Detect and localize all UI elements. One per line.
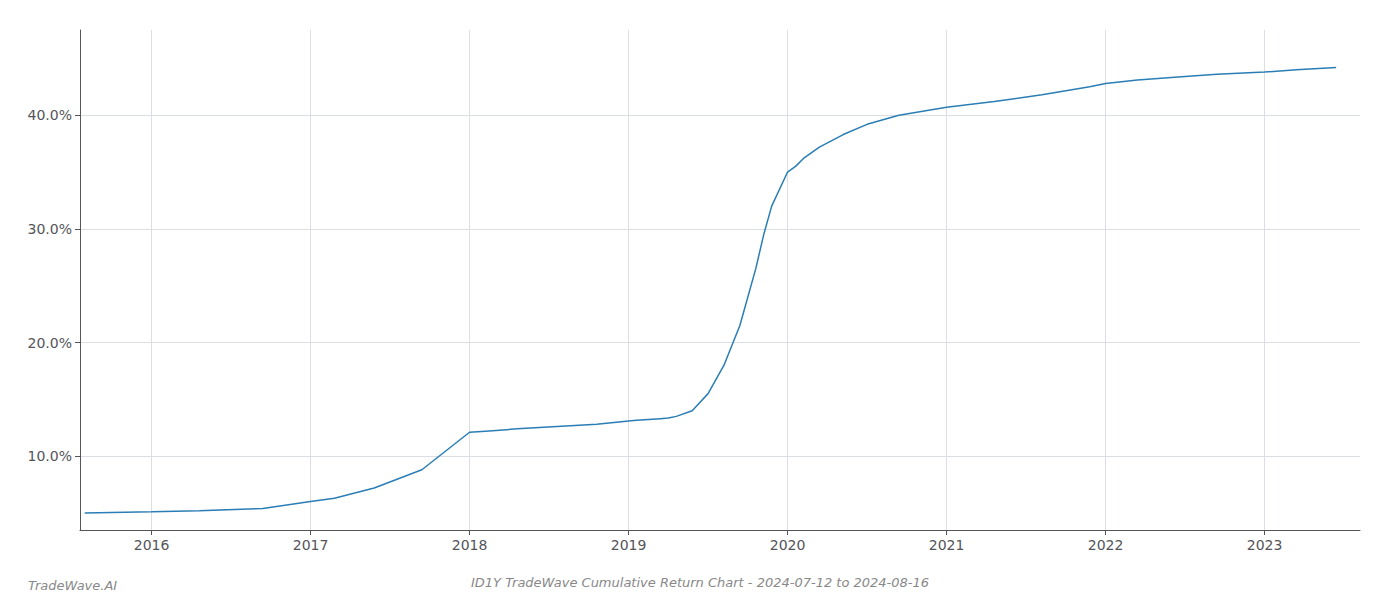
svg-text:20.0%: 20.0% [28,335,72,351]
svg-text:40.0%: 40.0% [28,107,72,123]
svg-text:30.0%: 30.0% [28,221,72,237]
svg-text:2019: 2019 [611,537,647,553]
svg-text:2022: 2022 [1088,537,1124,553]
svg-text:2018: 2018 [452,537,488,553]
svg-text:2023: 2023 [1247,537,1283,553]
svg-text:2020: 2020 [770,537,806,553]
svg-text:2017: 2017 [293,537,329,553]
svg-text:ID1Y TradeWave Cumulative Retu: ID1Y TradeWave Cumulative Return Chart -… [471,575,929,590]
svg-text:2021: 2021 [929,537,965,553]
svg-text:TradeWave.AI: TradeWave.AI [28,578,117,593]
svg-text:10.0%: 10.0% [28,448,72,464]
svg-text:2016: 2016 [134,537,170,553]
